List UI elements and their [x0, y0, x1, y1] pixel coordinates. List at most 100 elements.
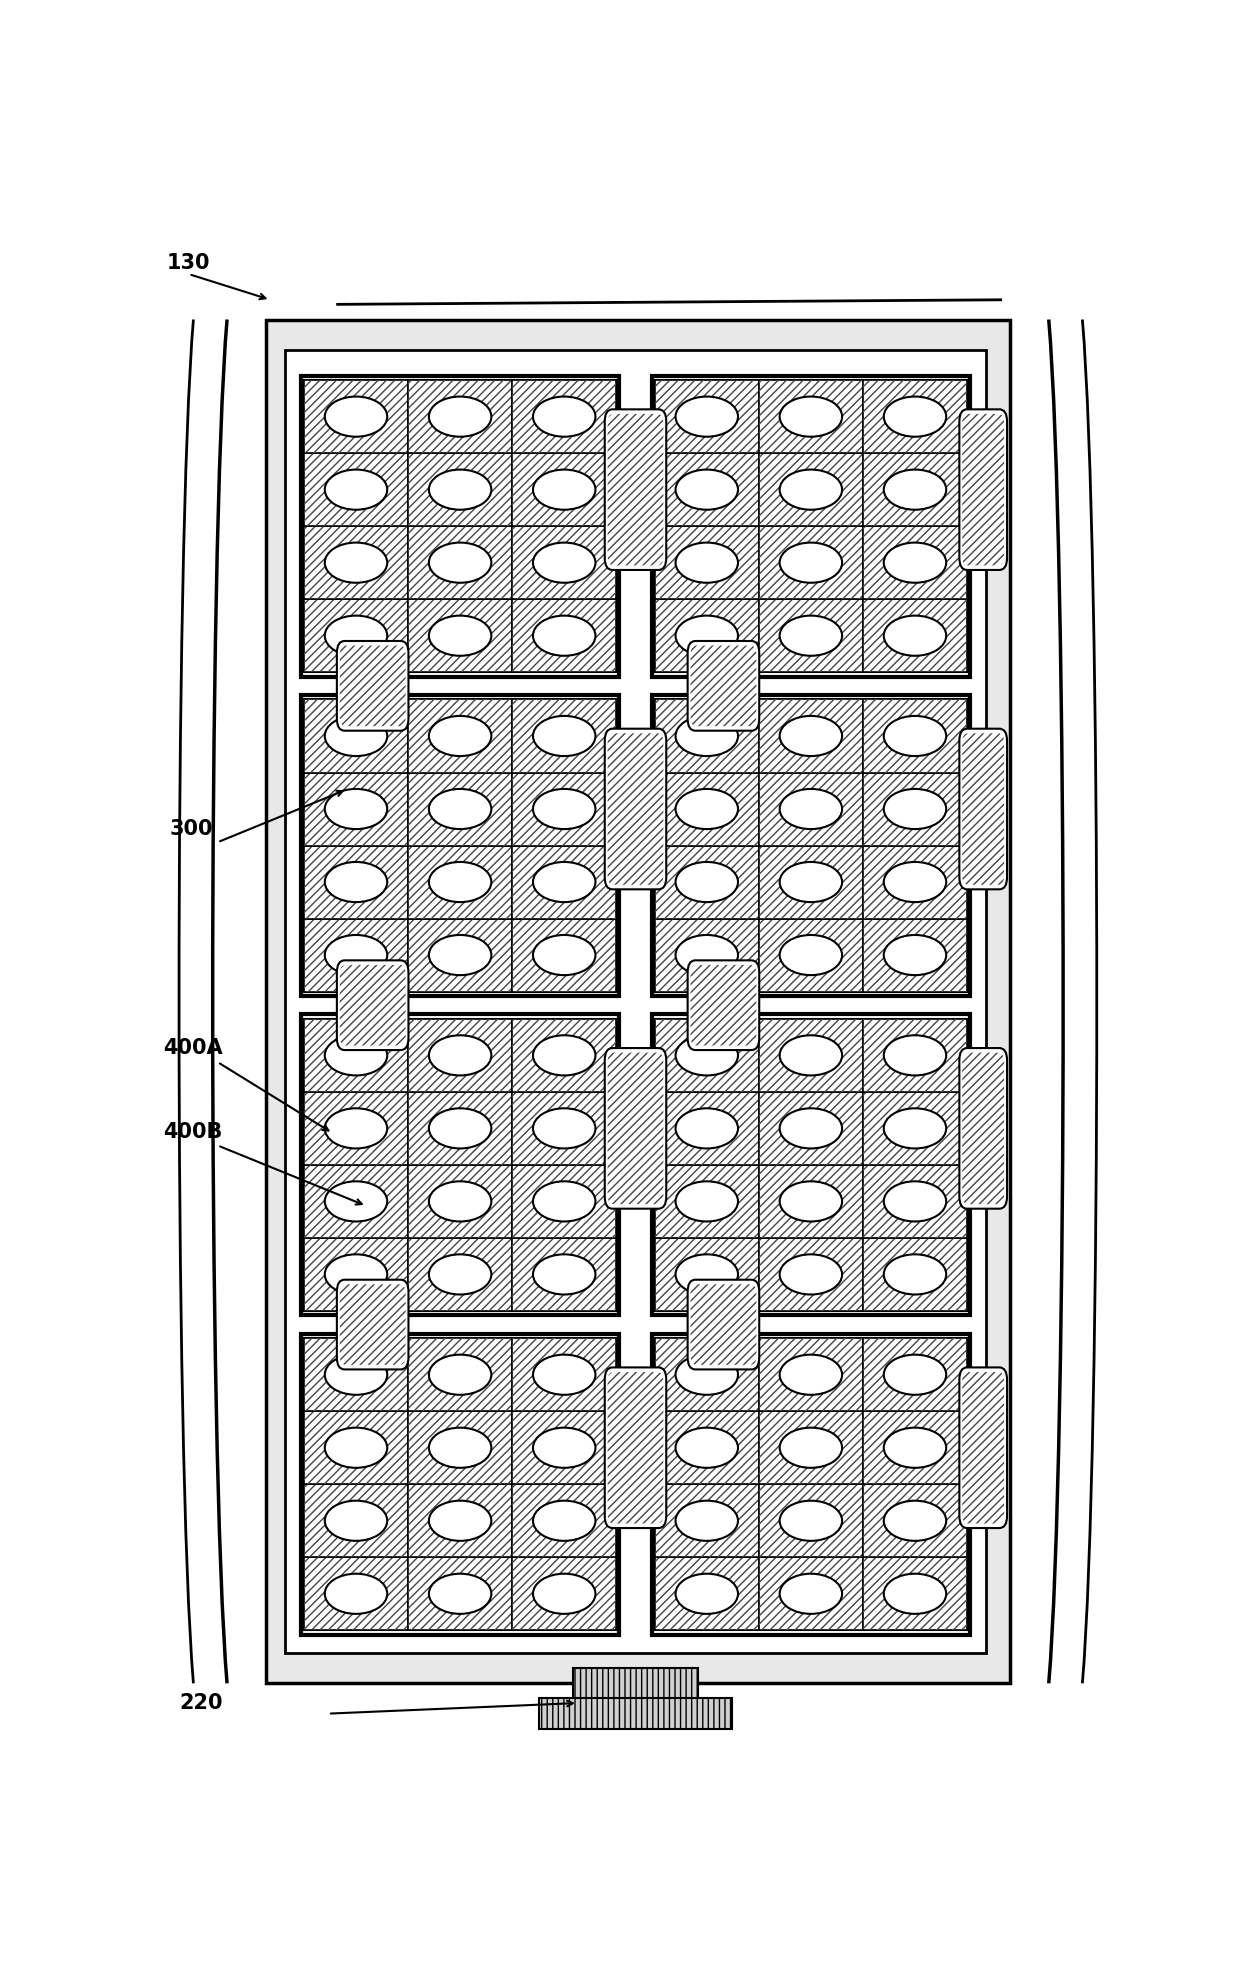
Text: 300: 300 — [170, 819, 213, 838]
Bar — [655, 1484, 759, 1557]
Bar — [539, 1698, 732, 1728]
Bar — [304, 453, 408, 525]
Bar — [759, 380, 863, 453]
Ellipse shape — [884, 616, 946, 655]
Bar — [759, 453, 863, 525]
Ellipse shape — [884, 789, 946, 829]
Bar — [304, 1411, 408, 1484]
Bar — [655, 598, 759, 673]
Bar — [408, 1165, 512, 1238]
Bar — [759, 1092, 863, 1165]
Ellipse shape — [429, 1181, 491, 1222]
Bar — [408, 1092, 512, 1165]
Bar — [759, 919, 863, 992]
Bar — [408, 1092, 512, 1165]
Bar — [863, 1484, 967, 1557]
Bar — [304, 1165, 408, 1238]
Ellipse shape — [676, 470, 738, 510]
Bar — [759, 1238, 863, 1311]
Bar — [863, 1411, 967, 1484]
Bar — [304, 773, 408, 846]
FancyBboxPatch shape — [960, 1049, 1007, 1208]
Bar — [759, 1238, 863, 1311]
Bar — [863, 1238, 967, 1311]
Bar — [863, 380, 967, 453]
Bar — [863, 919, 967, 992]
Text: 400A: 400A — [162, 1039, 222, 1059]
Ellipse shape — [676, 1108, 738, 1149]
Ellipse shape — [884, 1427, 946, 1468]
Bar — [512, 525, 616, 598]
Bar — [863, 380, 967, 453]
Bar — [655, 773, 759, 846]
Bar — [512, 525, 616, 598]
Bar — [408, 846, 512, 919]
Text: 400B: 400B — [162, 1122, 222, 1141]
Bar — [863, 1484, 967, 1557]
Bar — [655, 1019, 967, 1311]
Bar — [863, 846, 967, 919]
Bar — [655, 846, 759, 919]
Bar — [304, 1165, 408, 1238]
Bar — [512, 919, 616, 992]
Ellipse shape — [429, 1354, 491, 1395]
Bar — [512, 1238, 616, 1311]
Ellipse shape — [884, 470, 946, 510]
Bar — [304, 773, 408, 846]
Bar — [512, 453, 616, 525]
Ellipse shape — [533, 470, 595, 510]
FancyBboxPatch shape — [605, 728, 666, 890]
Bar — [304, 1484, 408, 1557]
Bar — [863, 1338, 967, 1411]
Bar — [759, 525, 863, 598]
Ellipse shape — [325, 1108, 387, 1149]
Bar — [655, 1165, 759, 1238]
Ellipse shape — [884, 1035, 946, 1075]
FancyBboxPatch shape — [960, 409, 1007, 571]
Ellipse shape — [780, 1181, 842, 1222]
Bar — [863, 1411, 967, 1484]
Bar — [304, 525, 408, 598]
Ellipse shape — [429, 862, 491, 901]
Bar — [408, 1484, 512, 1557]
Bar — [304, 919, 408, 992]
Bar — [512, 773, 616, 846]
Bar — [304, 699, 408, 773]
Bar — [285, 350, 986, 1653]
Ellipse shape — [533, 1354, 595, 1395]
Bar — [863, 773, 967, 846]
Bar — [408, 1557, 512, 1630]
Ellipse shape — [780, 543, 842, 583]
Ellipse shape — [780, 716, 842, 756]
Ellipse shape — [884, 1108, 946, 1149]
Bar — [408, 699, 512, 773]
Bar — [655, 1238, 759, 1311]
Bar — [759, 1338, 863, 1411]
Bar — [863, 1019, 967, 1092]
Bar — [304, 598, 408, 673]
Bar — [863, 525, 967, 598]
Bar — [863, 773, 967, 846]
Bar — [759, 773, 863, 846]
Bar — [759, 380, 863, 453]
Bar — [655, 1092, 759, 1165]
Ellipse shape — [780, 789, 842, 829]
Ellipse shape — [533, 1035, 595, 1075]
Bar — [304, 1019, 408, 1092]
Ellipse shape — [676, 862, 738, 901]
Ellipse shape — [325, 789, 387, 829]
Bar — [408, 919, 512, 992]
Bar — [301, 1014, 619, 1315]
Ellipse shape — [533, 862, 595, 901]
Ellipse shape — [429, 716, 491, 756]
Ellipse shape — [325, 543, 387, 583]
Bar — [304, 699, 616, 992]
Ellipse shape — [325, 716, 387, 756]
Ellipse shape — [533, 1254, 595, 1295]
Ellipse shape — [325, 396, 387, 437]
Ellipse shape — [884, 1502, 946, 1541]
Bar — [655, 1411, 759, 1484]
Bar — [408, 380, 512, 453]
Bar — [863, 919, 967, 992]
Ellipse shape — [325, 1427, 387, 1468]
